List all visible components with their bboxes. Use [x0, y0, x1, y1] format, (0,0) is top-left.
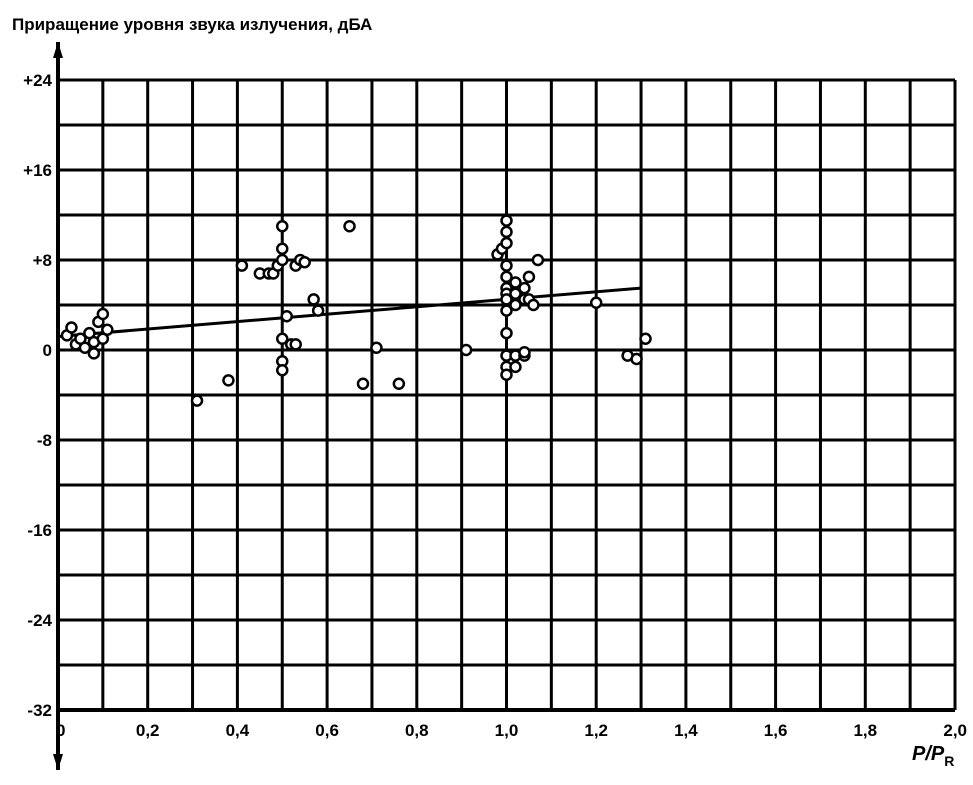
data-point: [78, 341, 92, 354]
x-tick-labels: 0 0,2 0,4 0,6 0,8 1,0 1,2 1,4 1,6 1,8 2,0: [56, 721, 967, 740]
data-point: [280, 310, 293, 323]
x-tick-label: 1,6: [764, 721, 788, 740]
data-point: [459, 343, 473, 357]
y-axis-arrow-up: [53, 42, 63, 58]
x-axis-label-subscript: R: [944, 753, 954, 769]
data-point: [589, 296, 603, 309]
y-axis-arrow-down: [53, 754, 63, 770]
y-tick-label: -8: [37, 431, 52, 450]
data-point: [500, 236, 513, 250]
y-tick-label: -16: [27, 521, 52, 540]
y-tick-label: -24: [27, 611, 52, 630]
data-point: [276, 332, 289, 345]
data-point: [509, 360, 522, 374]
data-point: [518, 346, 531, 359]
x-tick-label: 0,6: [315, 721, 339, 740]
data-point: [343, 220, 356, 233]
x-tick-label: 1,0: [495, 721, 519, 740]
y-tick-label: -32: [27, 701, 52, 720]
data-point: [500, 225, 513, 239]
data-point: [509, 298, 522, 312]
data-point: [222, 374, 235, 387]
x-tick-label: 0,8: [405, 721, 429, 740]
data-point: [370, 341, 383, 354]
data-points: [60, 214, 652, 407]
data-point: [65, 321, 78, 334]
trend-line-group: [57, 286, 642, 338]
data-point: [190, 394, 204, 407]
x-tick-label: 0,2: [136, 721, 160, 740]
x-tick-label: 1,2: [584, 721, 608, 740]
data-point: [531, 253, 545, 267]
y-tick-label: +8: [33, 251, 52, 270]
axes: [53, 42, 955, 770]
data-point: [298, 256, 311, 269]
data-point: [500, 259, 513, 272]
data-point: [522, 270, 536, 284]
x-axis-label: P/PR: [912, 743, 954, 769]
data-point: [639, 332, 652, 345]
data-point: [276, 242, 289, 255]
data-point: [500, 326, 513, 340]
y-tick-label: +16: [23, 161, 52, 180]
data-point: [500, 304, 513, 317]
data-point: [311, 304, 325, 317]
y-tick-label: +24: [23, 71, 52, 90]
trend-line: [57, 286, 642, 338]
data-point: [518, 281, 531, 295]
data-point: [500, 368, 513, 381]
data-point: [356, 377, 370, 390]
data-point: [392, 377, 406, 390]
x-axis-label-main: P/P: [912, 743, 945, 765]
data-point: [276, 253, 289, 267]
x-tick-label: 1,8: [853, 721, 877, 740]
y-tick-labels: +24 +16 +8 0 -8 -16 -24 -32: [23, 71, 52, 720]
data-point: [101, 323, 114, 336]
x-tick-label: 0,4: [226, 721, 250, 740]
y-tick-label: 0: [43, 341, 52, 360]
data-point: [87, 347, 101, 360]
x-tick-label: 0: [56, 721, 65, 740]
data-point: [500, 214, 513, 227]
data-point: [235, 259, 249, 272]
x-tick-label: 1,4: [674, 721, 698, 740]
chart-title: Приращение уровня звука излучения, дБА: [12, 15, 372, 34]
x-tick-label: 2,0: [943, 721, 967, 740]
grid: [58, 78, 957, 710]
data-point: [527, 298, 540, 312]
data-point: [276, 220, 289, 233]
data-point: [96, 307, 110, 321]
data-point: [307, 293, 320, 306]
data-point: [630, 352, 643, 366]
data-point: [276, 364, 289, 377]
data-point: [289, 338, 302, 351]
